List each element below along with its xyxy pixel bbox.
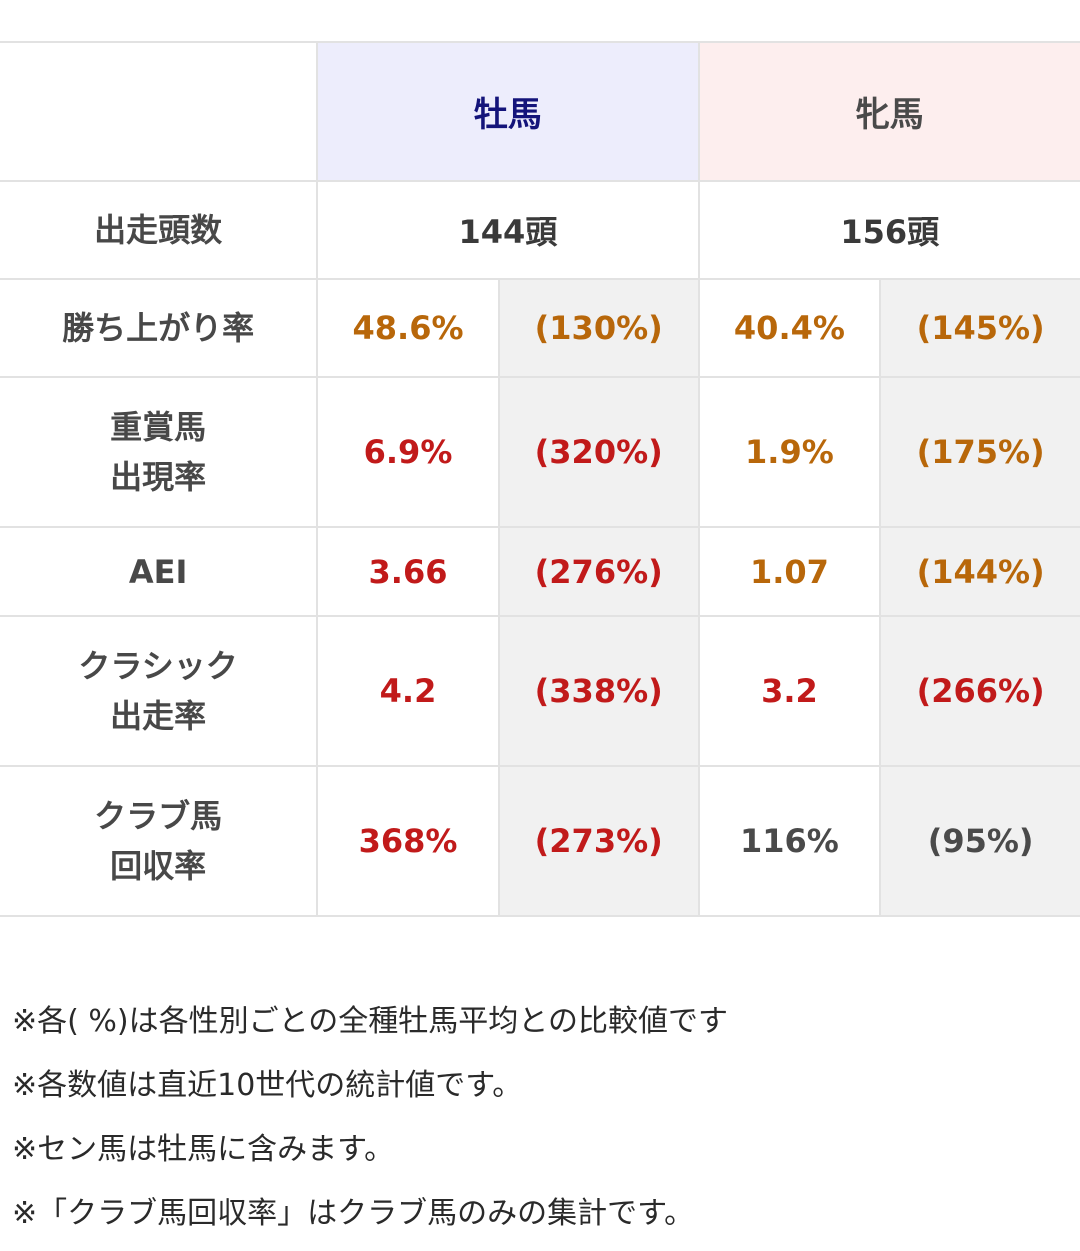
table-row: 出走頭数 144頭 156頭 xyxy=(0,180,1080,280)
female-ratio: (175%) xyxy=(879,376,1080,528)
male-value: 48.6% xyxy=(316,278,500,378)
male-value: 368% xyxy=(316,765,500,917)
male-ratio: (130%) xyxy=(497,278,700,378)
footnote: ※各( %)は各性別ごとの全種牡馬平均との比較値です xyxy=(12,1004,728,1039)
table-row: クラブ馬 回収率 368% (273%) 116% (95%) xyxy=(0,765,1080,917)
footnotes: ※各( %)は各性別ごとの全種牡馬平均との比較値です ※各数値は直近10世代の統… xyxy=(12,990,1072,1246)
header-row: 牡馬 牝馬 xyxy=(0,41,1080,182)
row-label-line2: 回収率 xyxy=(110,847,207,885)
table-row: 勝ち上がり率 48.6% (130%) 40.4% (145%) xyxy=(0,278,1080,378)
stats-table: 牡馬 牝馬 出走頭数 144頭 156頭 勝ち上がり率 48.6% (130%)… xyxy=(0,41,1080,917)
female-value: 116% xyxy=(697,765,882,917)
female-value: 1.9% xyxy=(697,376,882,528)
male-value: 3.66 xyxy=(316,526,500,617)
table-row: AEI 3.66 (276%) 1.07 (144%) xyxy=(0,526,1080,617)
table-row: 重賞馬 出現率 6.9% (320%) 1.9% (175%) xyxy=(0,376,1080,528)
row-label-line1: クラシック xyxy=(78,647,238,685)
header-female: 牝馬 xyxy=(697,41,1080,182)
footnote: ※セン馬は牡馬に含みます。 xyxy=(12,1132,395,1167)
header-empty-cell xyxy=(0,41,319,182)
table-row: クラシック 出走率 4.2 (338%) 3.2 (266%) xyxy=(0,615,1080,767)
row-label: 出走頭数 xyxy=(0,180,319,280)
male-ratio: (273%) xyxy=(497,765,700,917)
male-ratio: (338%) xyxy=(497,615,700,767)
female-ratio: (145%) xyxy=(879,278,1080,378)
row-label: 重賞馬 出現率 xyxy=(0,376,319,528)
female-ratio: (144%) xyxy=(879,526,1080,617)
male-ratio: (276%) xyxy=(497,526,700,617)
female-ratio: (266%) xyxy=(879,615,1080,767)
female-value: 3.2 xyxy=(697,615,882,767)
row-label: AEI xyxy=(0,526,319,617)
row-label-line1: 重賞馬 xyxy=(110,408,207,446)
male-value: 6.9% xyxy=(316,376,500,528)
row-label: 勝ち上がり率 xyxy=(0,278,319,378)
female-count: 156頭 xyxy=(697,180,1080,280)
row-label-line1: クラブ馬 xyxy=(94,797,223,835)
row-label: クラブ馬 回収率 xyxy=(0,765,319,917)
male-ratio: (320%) xyxy=(497,376,700,528)
male-value: 4.2 xyxy=(316,615,500,767)
male-count: 144頭 xyxy=(316,180,700,280)
header-male: 牡馬 xyxy=(316,41,700,182)
footnote: ※各数値は直近10世代の統計値です。 xyxy=(12,1068,523,1103)
female-ratio: (95%) xyxy=(879,765,1080,917)
female-value: 40.4% xyxy=(697,278,882,378)
row-label-line2: 出走率 xyxy=(110,697,207,735)
footnote: ※「クラブ馬回収率」はクラブ馬のみの集計です。 xyxy=(12,1196,695,1231)
female-value: 1.07 xyxy=(697,526,882,617)
row-label-line2: 出現率 xyxy=(110,458,207,496)
row-label: クラシック 出走率 xyxy=(0,615,319,767)
